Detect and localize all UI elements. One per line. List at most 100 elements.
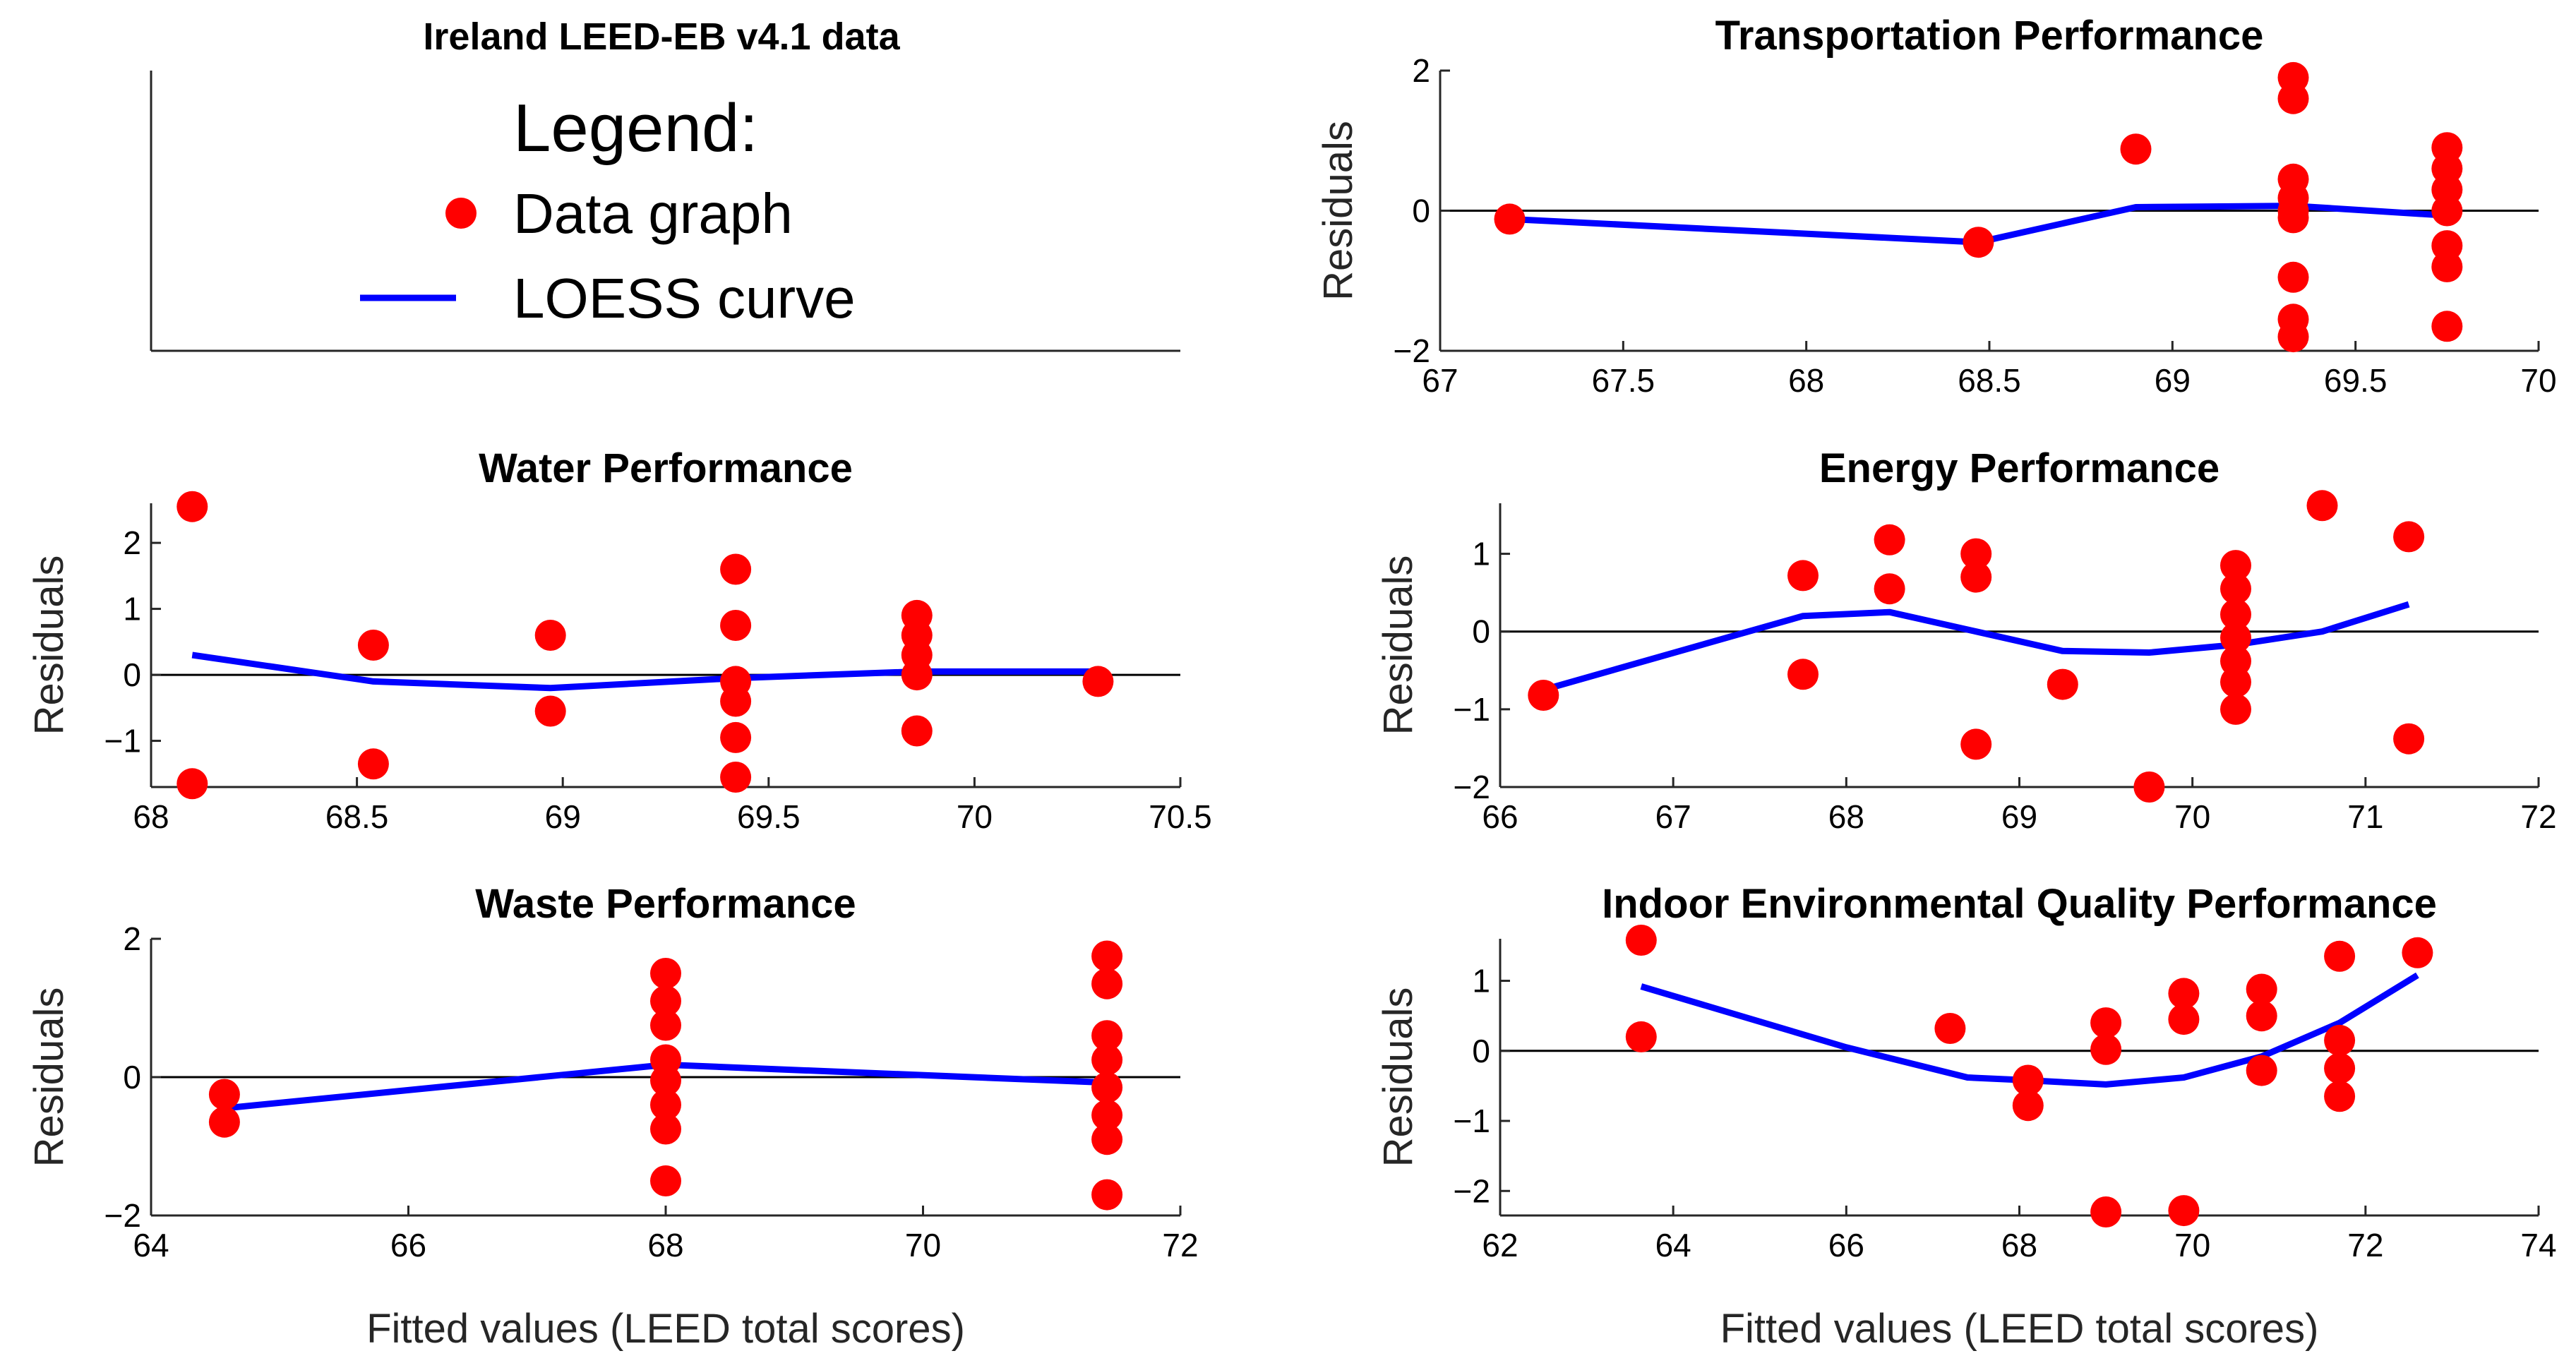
ieq-data-point <box>2090 1007 2122 1039</box>
water-y-tick-label: 2 <box>123 524 141 561</box>
water-title: Water Performance <box>479 445 853 491</box>
waste-title: Waste Performance <box>475 881 856 927</box>
ieq-x-tick-label: 66 <box>1828 1227 1864 1263</box>
water-data-point <box>720 762 752 793</box>
ieq-data-point <box>1934 1013 1966 1044</box>
waste-data-point <box>1091 968 1123 999</box>
transportation-data-point <box>2431 195 2463 227</box>
ieq-y-tick-label: −2 <box>1454 1172 1490 1209</box>
panel-ieq: Indoor Environmental Quality Performance… <box>1375 881 2557 1352</box>
panel-waste: Waste Performance 64 66 68 70 72 −2 0 2 Residuals… <box>26 881 1199 1352</box>
waste-data-point <box>650 1064 681 1096</box>
waste-data-point <box>1091 1099 1123 1131</box>
waste-y-axis-label: Residuals <box>26 987 72 1167</box>
transportation-y-axis-label: Residuals <box>1315 121 1361 301</box>
transportation-title: Transportation Performance <box>1715 13 2264 59</box>
legend-marker-swatch <box>445 198 477 229</box>
water-data-point <box>720 553 752 585</box>
water-y-tick-label: 1 <box>123 591 141 628</box>
ieq-loess-curve <box>1640 972 2419 1088</box>
transportation-x-tick-label: 67.5 <box>1592 362 1655 399</box>
transportation-data-point <box>2277 202 2309 234</box>
water-y-tick-label: −1 <box>104 723 141 759</box>
ieq-x-tick-label: 72 <box>2347 1227 2383 1263</box>
legend-panel-title: Ireland LEED-EB v4.1 data <box>423 16 900 58</box>
energy-data-point <box>2047 668 2078 700</box>
water-data-point <box>176 768 208 800</box>
transportation-y-tick-label: 0 <box>1412 193 1430 229</box>
transportation-data-point <box>1963 227 1994 258</box>
water-x-tick-label: 69.5 <box>737 798 801 835</box>
waste-data-point <box>650 1165 681 1196</box>
legend-item-data-graph: Data graph <box>513 182 793 245</box>
ieq-data-point <box>2168 978 2200 1009</box>
waste-data-point <box>1091 1179 1123 1211</box>
waste-data-point <box>650 958 681 989</box>
energy-y-tick-label: 0 <box>1472 613 1490 650</box>
water-data-point <box>901 659 933 691</box>
water-loess-curve <box>191 652 1098 692</box>
ieq-data-point <box>2402 937 2433 968</box>
waste-data-point <box>1091 1020 1123 1052</box>
waste-data-point <box>1091 940 1123 972</box>
ieq-data-point <box>2324 940 2356 972</box>
water-x-tick-label: 70 <box>957 798 993 835</box>
ieq-data-point <box>2012 1064 2044 1096</box>
water-x-tick-label: 69 <box>545 798 581 835</box>
ieq-data-point <box>2168 1195 2200 1227</box>
energy-data-point <box>1528 680 1559 711</box>
ieq-x-axis-label: Fitted values (LEED total scores) <box>1720 1306 2319 1352</box>
transportation-x-tick-label: 68.5 <box>1958 362 2021 399</box>
energy-data-point <box>1960 538 1992 570</box>
energy-data-point <box>2133 771 2165 803</box>
energy-data-point <box>1787 560 1819 592</box>
panel-energy: Energy Performance 66 67 68 69 70 71 72 −2 −1 0 1 Re… <box>1375 445 2557 835</box>
energy-data-point <box>2306 490 2338 522</box>
waste-y-tick-label: 0 <box>123 1059 141 1095</box>
ieq-title: Indoor Environmental Quality Performance <box>1602 881 2437 927</box>
ieq-data-point <box>2012 1090 2044 1122</box>
energy-x-tick-label: 69 <box>2001 798 2037 835</box>
legend-panel: Ireland LEED-EB v4.1 data Legend: Data g… <box>150 16 1180 352</box>
transportation-x-tick-label: 69 <box>2155 362 2191 399</box>
energy-data-point <box>2393 723 2425 755</box>
energy-data-point <box>2220 573 2251 605</box>
energy-data-point <box>2220 666 2251 698</box>
waste-x-tick-label: 72 <box>1162 1227 1198 1263</box>
transportation-data-point <box>2277 321 2309 353</box>
ieq-x-tick-label: 74 <box>2520 1227 2556 1263</box>
transportation-loess-curve <box>1509 203 2448 246</box>
transportation-x-tick-label: 70 <box>2520 362 2556 399</box>
waste-data-point <box>650 1009 681 1041</box>
ieq-x-tick-label: 64 <box>1655 1227 1691 1263</box>
energy-data-point <box>2393 521 2425 553</box>
ieq-data-point <box>1625 925 1657 956</box>
water-y-tick-label: 0 <box>123 656 141 693</box>
waste-data-point <box>208 1106 240 1138</box>
ieq-y-tick-label: −1 <box>1454 1103 1490 1139</box>
energy-x-tick-label: 66 <box>1482 798 1518 835</box>
energy-x-tick-label: 67 <box>1655 798 1691 835</box>
energy-x-tick-label: 68 <box>1828 798 1864 835</box>
energy-data-point <box>1960 728 1992 760</box>
water-data-point <box>1082 666 1114 697</box>
ieq-y-axis-label: Residuals <box>1375 987 1421 1167</box>
legend-heading: Legend: <box>513 90 758 166</box>
ieq-data-point <box>2324 1052 2356 1084</box>
ieq-data-point <box>2246 1055 2277 1086</box>
waste-y-tick-label: 2 <box>123 920 141 957</box>
energy-y-tick-label: −1 <box>1454 691 1490 728</box>
transportation-data-point <box>2431 311 2463 342</box>
waste-data-point <box>650 985 681 1017</box>
transportation-x-tick-label: 68 <box>1788 362 1824 399</box>
energy-title: Energy Performance <box>1819 445 2219 491</box>
transportation-data-point <box>2431 251 2463 282</box>
energy-x-tick-label: 72 <box>2520 798 2556 835</box>
transportation-data-point <box>1494 203 1526 235</box>
water-data-point <box>901 715 933 747</box>
waste-data-point <box>650 1089 681 1121</box>
panel-water: Water Performance 68 68.5 69 69.5 70 70.5 −1 0 1 2… <box>26 445 1212 835</box>
ieq-y-tick-label: 1 <box>1472 963 1490 999</box>
energy-data-point <box>1874 573 1905 605</box>
energy-data-point <box>2220 550 2251 582</box>
